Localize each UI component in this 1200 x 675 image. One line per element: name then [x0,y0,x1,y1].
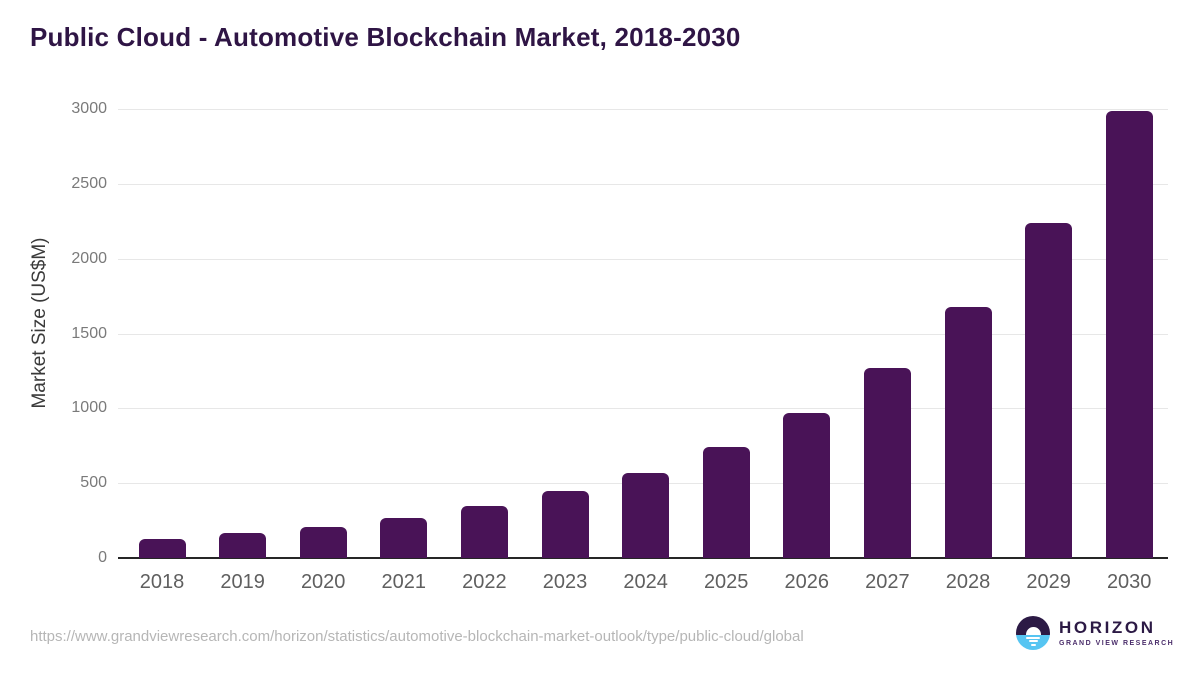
logo-name: HORIZON [1059,618,1156,637]
bar-2025 [702,447,750,558]
x-tick-label-2019: 2019 [220,571,265,593]
bar-2028 [944,307,992,558]
bar-2027 [863,367,911,558]
bar-2030 [1105,111,1153,558]
logo-subtitle: GRAND VIEW RESEARCH [1059,640,1175,647]
bar-2026 [783,412,831,558]
bar-2029 [1025,222,1073,558]
x-tick-label-2022: 2022 [462,571,507,593]
x-tick-label-2027: 2027 [865,571,910,593]
bar-2024 [622,472,670,558]
y-tick-label-2000: 2000 [71,249,107,267]
y-tick-label-1500: 1500 [71,324,107,342]
x-tick-label-2030: 2030 [1106,571,1152,593]
x-tick-label-2021: 2021 [381,571,427,593]
y-tick-label-3000: 3000 [71,100,107,117]
y-tick-label-0: 0 [98,549,107,566]
x-tick-label-2024: 2024 [623,571,668,593]
chart-title: Public Cloud - Automotive Blockchain Mar… [30,22,741,52]
y-tick-label-1000: 1000 [71,399,107,417]
x-tick-label-2023: 2023 [542,571,588,593]
x-tick-label-2026: 2026 [784,571,830,593]
x-tick-label-2025: 2025 [703,571,749,593]
sun-horizon-icon [1016,616,1050,650]
bar-2021 [380,518,428,558]
y-tick-label-500: 500 [80,474,107,492]
gridline-2000 [118,258,1168,260]
x-tick-label-2020: 2020 [300,571,346,593]
bar-2023 [541,491,589,558]
y-tick-label-2500: 2500 [71,174,107,192]
gridline-1500 [118,333,1168,335]
gridline-1000 [118,408,1168,410]
x-tick-label-2029: 2029 [1026,571,1071,593]
bar-2018 [138,538,186,558]
bar-2020 [299,526,347,558]
bar-2019 [219,533,267,558]
x-axis-line [118,557,1168,559]
gridline-2500 [118,183,1168,185]
gridline-3000 [118,109,1168,110]
bar-2022 [460,506,508,558]
horizon-logo: HORIZON GRAND VIEW RESEARCH [1016,616,1174,650]
x-tick-label-2018: 2018 [139,571,185,593]
x-tick-label-2028: 2028 [945,571,991,593]
source-url: https://www.grandviewresearch.com/horizo… [30,628,804,645]
